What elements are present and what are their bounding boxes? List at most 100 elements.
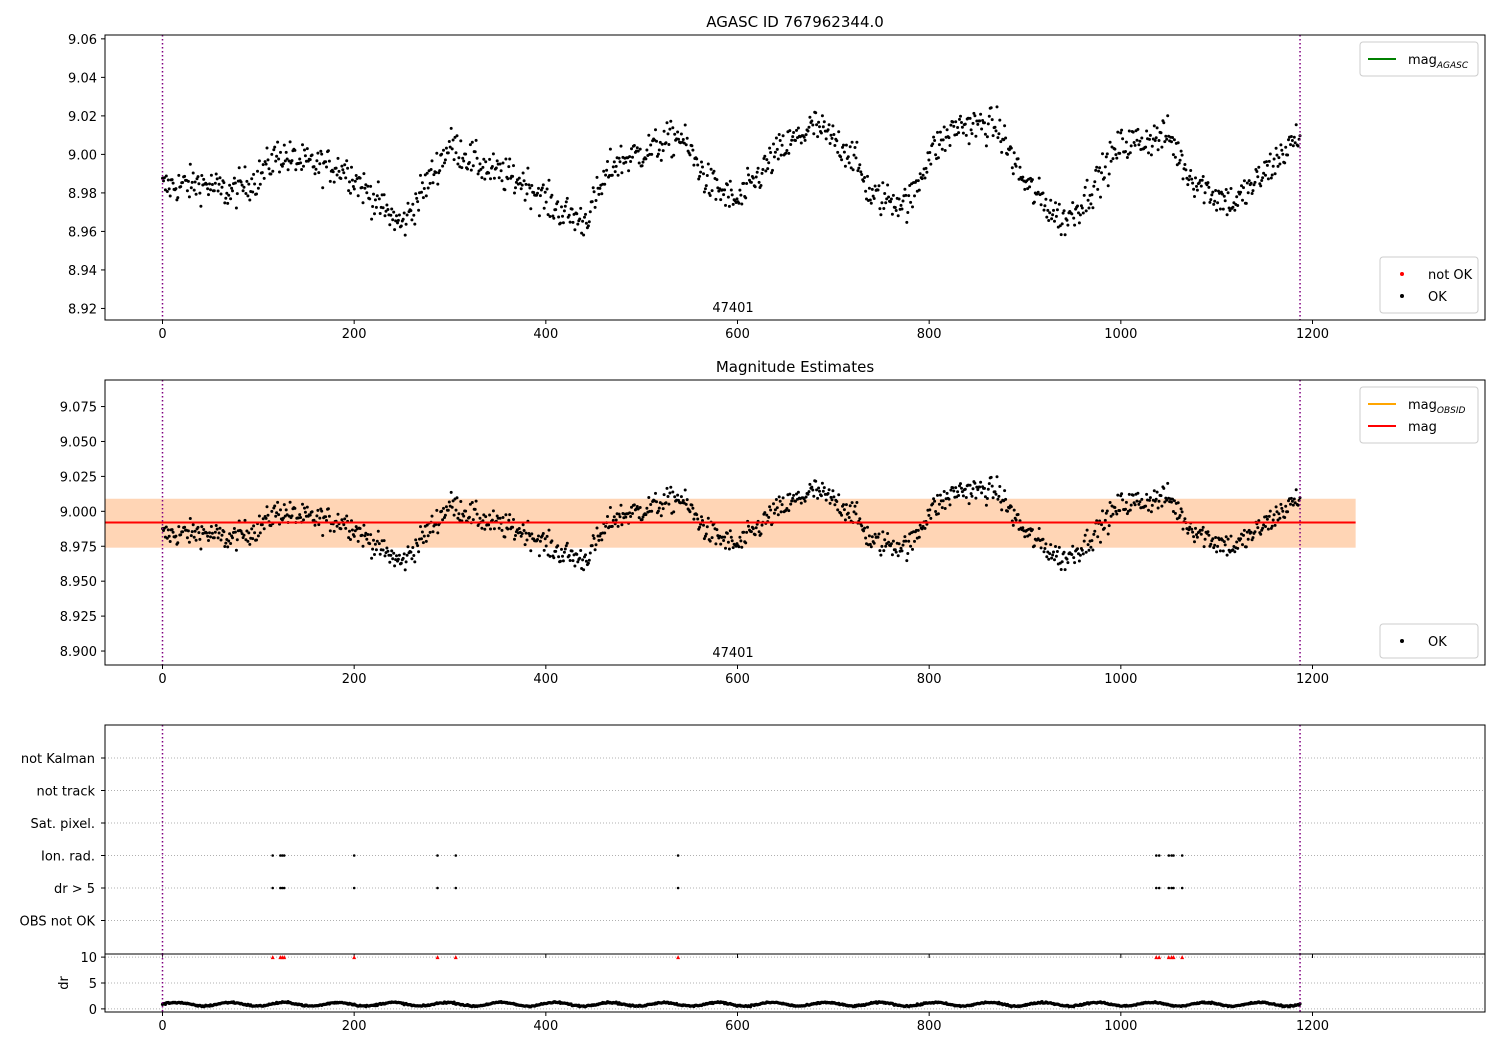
data-point: [771, 168, 774, 172]
data-point: [1159, 131, 1163, 135]
data-point: [647, 496, 651, 499]
data-point: [1293, 501, 1297, 505]
data-points: [161, 475, 1302, 572]
data-point: [1090, 539, 1094, 543]
legend-dot-swatch: [1400, 639, 1404, 643]
data-point: [925, 522, 929, 526]
data-point: [223, 201, 227, 205]
data-point: [298, 513, 302, 517]
data-point: [995, 105, 999, 109]
data-point: [583, 215, 586, 219]
data-point: [1032, 200, 1036, 204]
data-point: [901, 543, 905, 547]
data-point: [645, 506, 649, 510]
data-point: [1227, 206, 1231, 210]
data-point: [1272, 157, 1276, 161]
data-point: [731, 202, 735, 206]
data-point: [1207, 533, 1211, 537]
data-point: [318, 162, 322, 166]
data-point: [881, 181, 885, 185]
data-point: [1045, 555, 1049, 559]
data-point: [504, 513, 508, 517]
data-point: [828, 501, 832, 505]
data-point: [492, 527, 496, 531]
data-point: [985, 135, 989, 139]
data-point: [384, 209, 388, 213]
data-point: [932, 135, 936, 139]
data-point: [556, 200, 560, 204]
data-point: [1257, 519, 1261, 523]
data-point: [324, 160, 328, 164]
data-point: [190, 180, 194, 184]
x-tick-label: 600: [725, 327, 750, 342]
data-point: [1103, 518, 1107, 522]
data-point: [339, 177, 343, 180]
data-point: [1136, 127, 1140, 131]
data-point: [681, 138, 685, 141]
data-point: [1280, 148, 1284, 152]
data-point: [517, 176, 521, 180]
data-point: [708, 539, 712, 543]
data-point: [762, 157, 766, 160]
data-point: [326, 507, 330, 511]
data-point: [364, 183, 368, 187]
data-point: [742, 181, 746, 185]
data-point: [481, 165, 485, 169]
data-point: [440, 509, 444, 513]
data-point: [205, 531, 209, 535]
data-point: [896, 554, 900, 558]
data-point: [1032, 544, 1036, 548]
data-point: [209, 525, 213, 528]
data-point: [576, 222, 580, 226]
data-point: [1225, 553, 1229, 557]
data-point: [1104, 155, 1108, 159]
data-point: [1047, 557, 1051, 561]
data-point: [1160, 145, 1164, 149]
data-point: [710, 189, 714, 193]
data-point: [1289, 496, 1293, 500]
data-point: [312, 165, 316, 169]
data-point: [945, 128, 949, 132]
data-point: [600, 538, 604, 542]
data-point: [766, 167, 770, 171]
data-point: [698, 174, 702, 178]
data-point: [443, 513, 447, 517]
data-points: [161, 105, 1302, 237]
data-point: [436, 531, 440, 535]
data-point: [650, 152, 654, 156]
x-tick-label: 1200: [1296, 1019, 1329, 1034]
data-point: [1284, 145, 1288, 149]
data-point: [1179, 507, 1183, 511]
data-point: [289, 161, 293, 165]
data-point: [879, 553, 883, 557]
data-point: [822, 120, 826, 124]
data-point: [1278, 516, 1282, 520]
data-point: [514, 534, 517, 537]
data-point: [274, 514, 278, 518]
data-point: [685, 498, 689, 502]
data-point: [722, 539, 726, 542]
data-point: [821, 489, 825, 493]
data-point: [853, 504, 857, 508]
data-point: [513, 191, 516, 195]
data-point: [1006, 152, 1009, 156]
data-point: [877, 184, 881, 188]
data-point: [1147, 151, 1150, 155]
data-point: [412, 554, 416, 557]
data-point: [336, 512, 340, 516]
data-point: [1271, 164, 1275, 168]
data-point: [430, 514, 434, 518]
data-point: [1190, 177, 1194, 181]
data-point: [1081, 552, 1085, 556]
data-point: [506, 527, 510, 531]
flag-point: [1167, 886, 1171, 890]
data-point: [1181, 527, 1185, 531]
y-tick-label: 9.075: [60, 401, 97, 416]
data-point: [1269, 176, 1273, 180]
data-point: [554, 208, 558, 212]
data-point: [984, 144, 988, 148]
data-point: [821, 125, 825, 129]
data-point: [406, 201, 410, 205]
data-point: [521, 523, 525, 527]
